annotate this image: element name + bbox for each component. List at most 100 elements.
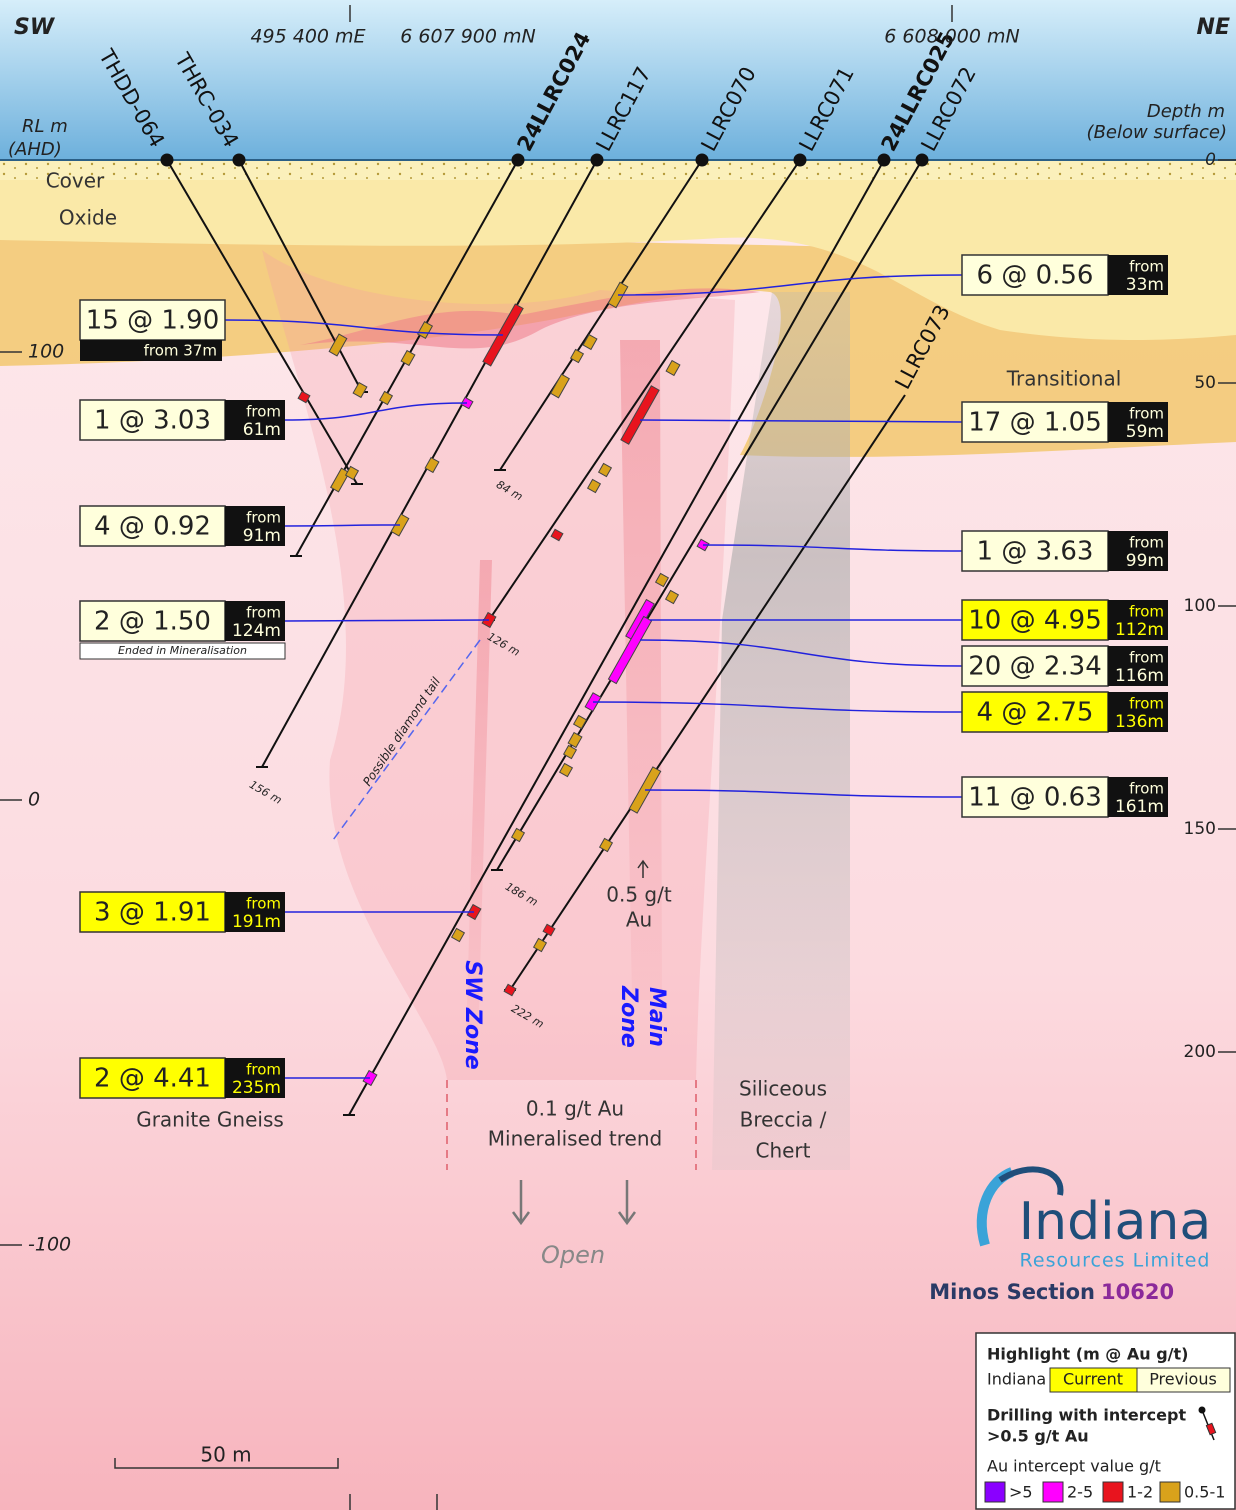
legend-label: 1-2 [1127,1483,1153,1502]
axes: 100 0 -100 0 50 100 150 200 [0,150,1236,1256]
callout-grade: 4 @ 2.75 [977,698,1094,728]
intercept-mark [550,373,570,399]
rl-label: -100 [28,1234,71,1256]
axis-title: Depth m [1147,101,1225,122]
callout-from: from [246,895,281,913]
zone-label: Oxide [59,206,117,230]
legend-text: Current [1063,1370,1123,1389]
intercept-mark [558,762,574,778]
intercept-mark [416,321,434,339]
callout-from-box [1108,600,1168,640]
drill-hole [238,159,363,393]
intercept-mark [532,937,548,953]
rl-label: 0 [28,789,40,811]
corner-label: SW [14,15,56,40]
intercept-mark [424,456,440,474]
depth-label: 150 [1184,819,1216,839]
callout-grade: 15 @ 1.90 [86,306,220,336]
zone-label: Transitional [1006,367,1122,391]
callout-from-box [1108,531,1168,571]
callout-depth: 33m [1126,275,1164,295]
collar [877,153,891,167]
callout-from: from [246,509,281,527]
callout-box [961,599,1109,641]
zone-label: 0.1 g/t Au [526,1097,624,1121]
collar [695,153,709,167]
collar [232,153,246,167]
legend-label: 2-5 [1067,1483,1093,1502]
callout-from: from [1129,534,1164,552]
callout-from-box [225,892,285,932]
main-zone-shoot [620,340,662,1000]
callout-from: from [246,403,281,421]
intercept-mark [344,465,360,481]
callout-from-box [1108,646,1168,686]
callout-grade: 2 @ 1.50 [94,607,211,637]
legend-icon [1198,1406,1206,1414]
intercept-mark [542,923,556,937]
callout-box [79,399,226,441]
intercept-mark [654,572,670,588]
callout-box [79,891,226,933]
callout-depth: 136m [1115,712,1164,732]
intercept-mark [562,744,578,760]
axis-title: RL m [22,116,68,137]
depth-label: 0 [1205,150,1216,170]
depth-label: 50 [1194,373,1216,393]
connector [702,544,963,552]
zone-label: Breccia / [740,1108,827,1132]
drill-hole [348,159,885,1116]
connector [284,619,490,622]
callout-box [961,691,1109,733]
legend: Highlight (m @ Au g/t) Indiana Current P… [975,1332,1236,1510]
intercept-mark [450,927,466,943]
callout-from: from [1129,405,1164,423]
collar [915,153,929,167]
callout-depth: 191m [232,912,281,932]
intercept-mark [569,348,585,364]
intercept-mark [598,837,614,853]
callout-box [79,600,226,642]
intercept-mark [328,333,348,357]
sw-zone-shoot [466,560,492,1040]
callout-from-box [1108,777,1168,817]
drill-hole [166,159,358,485]
callout-depth: 91m [243,526,281,546]
coordinate: 6 608 000 mN [884,26,1019,48]
collar [793,153,807,167]
grade-arrow [637,859,649,878]
callout-note-box [79,642,286,660]
callout-box [961,254,1109,296]
intercept-mark [550,528,564,542]
callout-from-box [225,506,285,546]
callout-box [961,776,1109,818]
axis-title: (Below surface) [1087,122,1227,143]
collar [511,153,525,167]
intercept-mark [586,478,602,494]
callout-grade: 4 @ 0.92 [94,512,211,542]
callout-from: from [1129,695,1164,713]
zone-name: Main [644,987,669,1047]
scale-bar [114,1458,339,1469]
callout-grade: 20 @ 2.34 [968,652,1102,682]
connector [639,639,963,667]
connector [644,789,963,798]
intercept-mark [378,390,394,406]
section-label: Minos Section [929,1280,1095,1304]
intercept-mark [597,462,613,478]
callout-from: from 37m [144,342,217,360]
callout-from-box [1108,692,1168,732]
connector [639,419,963,423]
legend-swatch [1102,1481,1124,1503]
intercept-mark [607,615,653,685]
callout-note: Ended in Mineralisation [118,644,247,657]
corner-label: NE [1197,15,1230,40]
callout-from: from [1129,603,1164,621]
legend-icon [1205,1422,1217,1436]
callout-grade: 1 @ 3.63 [977,537,1094,567]
legend-swatch [1136,1367,1231,1393]
legend-swatch [1159,1481,1181,1503]
open-label: Open [541,1241,605,1269]
